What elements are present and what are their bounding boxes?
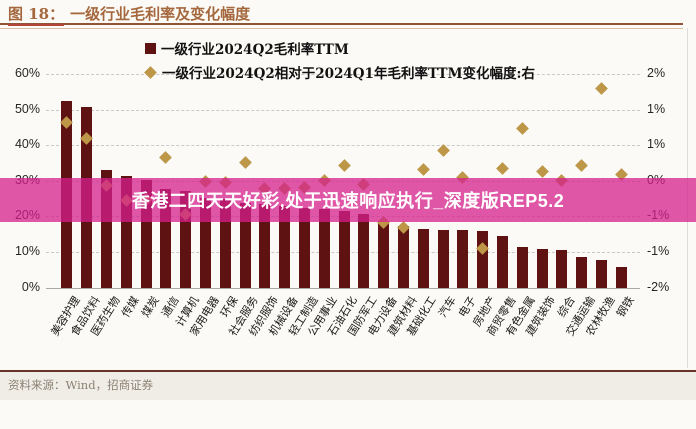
- right-axis-tick: -1%: [647, 244, 670, 258]
- left-axis-tick: 40%: [14, 137, 40, 152]
- bar: [398, 225, 409, 288]
- source-note: 资料来源：Wind，招商证券: [8, 378, 154, 392]
- change-diamond: [159, 150, 173, 164]
- right-axis-tick: -2%: [647, 279, 670, 294]
- report-figure: 图 18： 一级行业毛利率及变化幅度 一级行业2024Q2毛利率TTM 一级行业2…: [0, 3, 696, 400]
- figure-title: 一级行业毛利率及变化幅度: [70, 5, 251, 23]
- bar: [318, 209, 330, 288]
- bar: [417, 228, 429, 288]
- change-diamond: [535, 165, 549, 179]
- change-diamond: [238, 156, 252, 170]
- bar: [180, 191, 192, 288]
- legend-label: 一级行业2024Q2相对于2024Q1年毛利率TTM变化幅度:右: [162, 66, 535, 82]
- diamond-series-swatch-icon: [144, 65, 157, 79]
- bar: [576, 257, 588, 288]
- bar: [239, 202, 251, 288]
- bar: [477, 231, 489, 288]
- change-diamond: [515, 122, 529, 135]
- bar: [279, 206, 291, 288]
- change-diamond: [436, 144, 450, 158]
- bar: [378, 222, 390, 288]
- bar: [219, 199, 231, 288]
- chart-legend: 一级行业2024Q2毛利率TTM 一级行业2024Q2相对于2024Q1年毛利率…: [144, 36, 535, 84]
- figure-header: 图 18： 一级行业毛利率及变化幅度: [8, 3, 251, 26]
- watermark-text: 香港二四天天好彩,处于迅速响应执行_深度版REP5.2: [131, 191, 565, 211]
- legend-item-bar: 一级行业2024Q2毛利率TTM: [145, 36, 535, 60]
- bar: [259, 204, 271, 288]
- gridline: [46, 74, 640, 75]
- bar: [615, 267, 627, 288]
- right-axis-tick: 1%: [647, 137, 666, 152]
- footer-strip: [0, 372, 696, 400]
- bar: [497, 235, 508, 288]
- right-axis-tick: 1%: [647, 101, 666, 116]
- right-axis-tick: 2%: [647, 66, 666, 80]
- legend-item-diamond: 一级行业2024Q2相对于2024Q1年毛利率TTM变化幅度:右: [144, 60, 535, 84]
- title-divider: [0, 23, 683, 29]
- left-axis-tick: 50%: [14, 101, 40, 116]
- change-diamond: [337, 158, 351, 172]
- gridline: [46, 109, 640, 111]
- bar: [160, 189, 172, 288]
- bar: [338, 211, 350, 288]
- bar: [140, 179, 152, 288]
- bar: [299, 207, 310, 288]
- left-axis-tick: 60%: [14, 66, 40, 80]
- change-diamond: [595, 82, 608, 95]
- bar: [101, 170, 112, 288]
- bar-series-swatch-icon: [145, 42, 156, 54]
- left-axis-tick: 10%: [14, 244, 40, 258]
- footer-divider: [0, 370, 696, 372]
- bar: [200, 197, 211, 288]
- figure-number: 图 18：: [8, 5, 65, 26]
- left-axis-tick: 0%: [21, 279, 40, 294]
- change-diamond: [416, 162, 430, 176]
- legend-label: 一级行业2024Q2毛利率TTM: [161, 42, 349, 58]
- bar: [596, 259, 607, 288]
- x-axis-line: [46, 287, 640, 289]
- bar: [457, 230, 469, 288]
- change-diamond: [496, 162, 509, 175]
- change-diamond: [575, 159, 589, 173]
- bar: [556, 249, 568, 288]
- bar: [437, 229, 449, 288]
- bar: [536, 248, 548, 288]
- gridline: [46, 145, 640, 147]
- bar: [516, 247, 528, 288]
- watermark-banner: 香港二四天天好彩,处于迅速响应执行_深度版REP5.2: [0, 178, 696, 222]
- bar: [358, 214, 370, 288]
- bar: [120, 176, 132, 288]
